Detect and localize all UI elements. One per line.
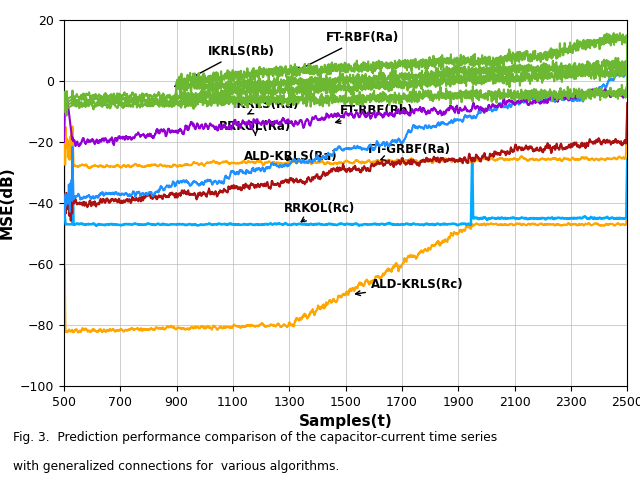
Text: FT-RBF(Rb): FT-RBF(Rb) [336, 104, 413, 123]
X-axis label: Samples(t): Samples(t) [299, 414, 392, 429]
Text: with generalized connections for  various algorithms.: with generalized connections for various… [13, 460, 339, 473]
Y-axis label: MSE(dB): MSE(dB) [0, 167, 14, 239]
Text: FT-RBF(Ra): FT-RBF(Ra) [296, 31, 399, 71]
Text: RRKOL(Rc): RRKOL(Rc) [284, 202, 355, 222]
Text: RRKOL(Ra): RRKOL(Ra) [219, 120, 291, 136]
Text: Fig. 3.  Prediction performance comparison of the capacitor-current time series: Fig. 3. Prediction performance compariso… [13, 431, 497, 444]
Text: ALD-KRLS(Ra): ALD-KRLS(Ra) [244, 150, 338, 163]
Text: IKRLS(Ra): IKRLS(Ra) [233, 99, 300, 114]
Text: ALD-KRLS(Rc): ALD-KRLS(Rc) [355, 278, 463, 296]
Text: FT-GRBF(Ra): FT-GRBF(Ra) [368, 143, 451, 160]
Text: IKRLS(Rb): IKRLS(Rb) [175, 45, 275, 87]
